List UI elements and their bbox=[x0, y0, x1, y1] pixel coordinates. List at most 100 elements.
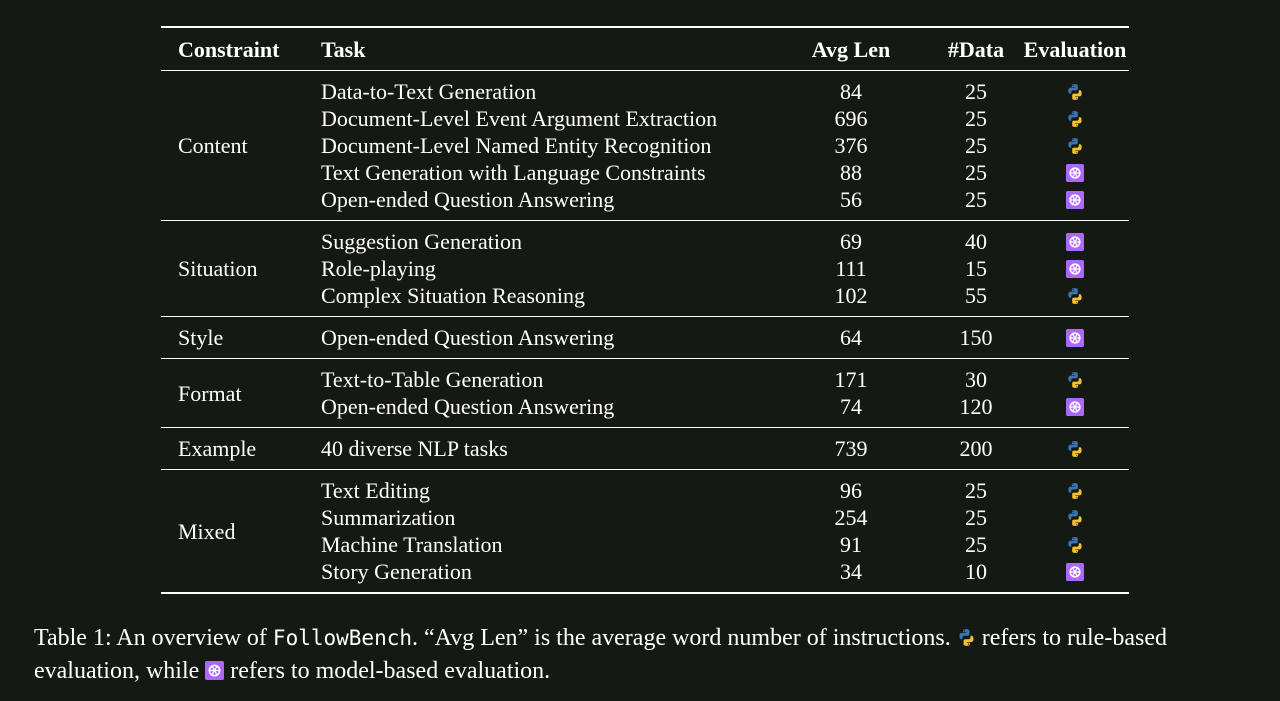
constraint-cell: Style bbox=[178, 325, 224, 350]
evaluation-cell bbox=[1021, 393, 1129, 420]
avg-len-cell-stack: 739 bbox=[771, 428, 931, 470]
header-avg-len: Avg Len bbox=[811, 36, 891, 62]
task-cell: Data-to-Text Generation bbox=[321, 79, 537, 104]
num-data-cell: 40 bbox=[965, 229, 987, 254]
constraint-cell: Format bbox=[178, 380, 242, 406]
num-data-cell: 25 bbox=[965, 160, 987, 185]
evaluation-cell bbox=[1021, 78, 1129, 105]
num-data-cell: 15 bbox=[965, 256, 987, 281]
num-data-cell-stack: 150 bbox=[931, 317, 1021, 359]
task-cell: Document-Level Event Argument Extraction bbox=[321, 106, 718, 131]
task-cell: Role-playing bbox=[321, 256, 436, 281]
evaluation-cell bbox=[1021, 282, 1129, 309]
num-data-cell: 200 bbox=[959, 436, 993, 461]
avg-len-cell: 74 bbox=[840, 394, 862, 419]
task-cell: Text Generation with Language Constraint… bbox=[321, 160, 706, 185]
evaluation-cell bbox=[1021, 504, 1129, 531]
openai-icon bbox=[1066, 191, 1084, 209]
avg-len-cell: 696 bbox=[834, 106, 868, 131]
python-icon bbox=[1066, 440, 1084, 458]
python-icon bbox=[1066, 83, 1084, 101]
task-cell: Open-ended Question Answering bbox=[321, 394, 615, 419]
evaluation-cell bbox=[1021, 324, 1129, 351]
num-data-cell: 30 bbox=[965, 367, 987, 392]
evaluation-cell bbox=[1021, 366, 1129, 393]
caption-text-a: An overview of bbox=[111, 625, 273, 651]
avg-len-cell: 102 bbox=[834, 283, 868, 308]
python-icon bbox=[1066, 536, 1084, 554]
avg-len-cell: 88 bbox=[840, 160, 862, 185]
openai-icon bbox=[1066, 260, 1084, 278]
task-cell: Summarization bbox=[321, 505, 456, 530]
evaluation-cell bbox=[1021, 159, 1129, 186]
caption-label: Table 1: bbox=[34, 625, 112, 651]
num-data-cell-stack: 40 15 55 bbox=[931, 221, 1021, 317]
task-cell-stack: Open-ended Question Answering bbox=[321, 317, 771, 359]
constraint-cell: Content bbox=[178, 133, 248, 158]
task-cell-stack: Text-to-Table Generation Open-ended Quest… bbox=[321, 359, 771, 428]
avg-len-cell: 111 bbox=[835, 256, 867, 281]
evaluation-cell bbox=[1021, 435, 1129, 462]
avg-len-cell: 376 bbox=[834, 133, 868, 158]
overview-table: Constraint Task Avg Len #Data Evaluation… bbox=[161, 26, 1129, 594]
task-cell: Machine Translation bbox=[321, 532, 503, 557]
table-header-row: Constraint Task Avg Len #Data Evaluation bbox=[161, 27, 1129, 71]
avg-len-cell-stack: 84 696 376 88 56 bbox=[771, 71, 931, 221]
evaluation-cell bbox=[1021, 255, 1129, 282]
avg-len-cell: 96 bbox=[840, 478, 862, 503]
constraint-cell: Mixed bbox=[178, 518, 236, 544]
task-cell: Suggestion Generation bbox=[321, 229, 523, 254]
task-cell: Text-to-Table Generation bbox=[321, 367, 544, 392]
table-group-row: Situation Suggestion Generation Role-playi… bbox=[161, 220, 1129, 317]
openai-icon bbox=[1066, 398, 1084, 416]
avg-len-cell: 91 bbox=[840, 532, 862, 557]
header-evaluation: Evaluation bbox=[1023, 36, 1127, 62]
num-data-cell: 150 bbox=[959, 325, 993, 350]
evaluation-cell bbox=[1021, 105, 1129, 132]
num-data-cell: 10 bbox=[965, 559, 987, 584]
constraint-cell: Situation bbox=[178, 256, 258, 281]
evaluation-cell bbox=[1021, 558, 1129, 585]
num-data-cell: 25 bbox=[965, 106, 987, 131]
task-cell-stack: Data-to-Text Generation Document-Level Ev… bbox=[321, 71, 771, 221]
evaluation-cell-stack bbox=[1021, 221, 1129, 317]
python-icon bbox=[957, 628, 976, 647]
avg-len-cell-stack: 96 254 91 34 bbox=[771, 470, 931, 594]
avg-len-cell: 171 bbox=[834, 367, 868, 392]
avg-len-cell-stack: 64 bbox=[771, 317, 931, 359]
openai-icon bbox=[1066, 329, 1084, 347]
table-group-row: Style Open-ended Question Answering 64 150 bbox=[161, 316, 1129, 359]
avg-len-cell: 56 bbox=[840, 187, 862, 212]
openai-icon bbox=[1066, 233, 1084, 251]
caption-text-b: . “Avg Len” is the average word number o… bbox=[412, 625, 957, 651]
python-icon bbox=[1066, 371, 1084, 389]
header-num-data: #Data bbox=[947, 36, 1005, 62]
openai-icon bbox=[1066, 164, 1084, 182]
header-constraint: Constraint bbox=[178, 36, 280, 62]
avg-len-cell: 69 bbox=[840, 229, 862, 254]
num-data-cell-stack: 200 bbox=[931, 428, 1021, 470]
avg-len-cell: 64 bbox=[840, 325, 862, 350]
evaluation-cell bbox=[1021, 477, 1129, 504]
evaluation-cell bbox=[1021, 132, 1129, 159]
header-task: Task bbox=[321, 36, 366, 62]
evaluation-cell-stack bbox=[1021, 428, 1129, 470]
caption-text-d: refers to model-based evaluation. bbox=[224, 658, 551, 684]
task-cell: Text Editing bbox=[321, 478, 431, 503]
num-data-cell-stack: 25 25 25 25 25 bbox=[931, 71, 1021, 221]
task-cell: Story Generation bbox=[321, 559, 472, 584]
openai-icon bbox=[205, 661, 224, 680]
overview-table-container: Constraint Task Avg Len #Data Evaluation… bbox=[161, 26, 1129, 594]
avg-len-cell: 84 bbox=[840, 79, 862, 104]
python-icon bbox=[1066, 482, 1084, 500]
table-group-row: Format Text-to-Table Generation Open-ended… bbox=[161, 358, 1129, 428]
table-group-row: Content Data-to-Text Generation Document-L… bbox=[161, 70, 1129, 221]
evaluation-cell-stack bbox=[1021, 317, 1129, 359]
num-data-cell: 120 bbox=[959, 394, 993, 419]
num-data-cell: 25 bbox=[965, 532, 987, 557]
openai-icon bbox=[1066, 563, 1084, 581]
num-data-cell: 25 bbox=[965, 133, 987, 158]
avg-len-cell: 254 bbox=[834, 505, 868, 530]
avg-len-cell-stack: 171 74 bbox=[771, 359, 931, 428]
num-data-cell: 55 bbox=[965, 283, 987, 308]
